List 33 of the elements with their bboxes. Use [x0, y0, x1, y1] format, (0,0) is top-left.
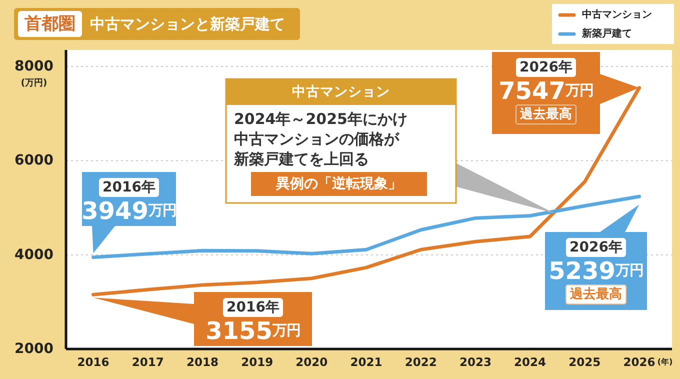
annotation: 2024年～2025年にかけ	[234, 110, 408, 128]
x-tick-label: 2023	[459, 355, 492, 369]
annotation: 2026年	[520, 60, 572, 76]
annotation: 異例の「逆転現象」	[275, 175, 402, 192]
x-tick-label: 2016	[77, 355, 110, 369]
annotation: 過去最高	[519, 106, 572, 122]
y-tick-label: 4000	[14, 246, 54, 263]
annotation: 2016年	[226, 300, 280, 316]
x-tick-label: 2022	[404, 355, 437, 369]
chart-subtitle: 中古マンションと新築戸建て	[90, 15, 285, 33]
chart-title: 首都圏	[24, 14, 76, 34]
x-tick-label: 2026	[623, 355, 656, 369]
annotation: 2016年	[102, 180, 156, 196]
annotation: 2026年	[570, 240, 622, 256]
legend-label: 中古マンション	[582, 8, 652, 20]
annotation: 新築戸建てを上回る	[233, 150, 369, 168]
y-tick-label: 8000	[14, 58, 54, 74]
x-tick-label: 2021	[350, 355, 382, 369]
x-tick-label: 2018	[186, 355, 218, 369]
annotation: 中古マンションの価格が	[234, 130, 400, 148]
y-tick-label: 6000	[14, 152, 54, 169]
x-tick-label: 2017	[132, 355, 164, 369]
annotation: 中古マンション	[292, 84, 390, 100]
x-tick-label: 2024	[514, 355, 546, 369]
y-tick-label: 2000	[14, 341, 54, 357]
annotation: 過去最高	[569, 286, 622, 302]
label-box-reversal: 異例の「逆転現象」	[251, 172, 427, 196]
x-tick-label: 2025	[568, 355, 601, 369]
x-axis-title: (年)	[657, 358, 673, 366]
x-tick-label: 2020	[296, 355, 328, 369]
y-axis-title: (万円)	[20, 77, 48, 88]
legend-label: 新築戸建て	[581, 28, 632, 40]
x-tick-label: 2019	[241, 355, 274, 369]
